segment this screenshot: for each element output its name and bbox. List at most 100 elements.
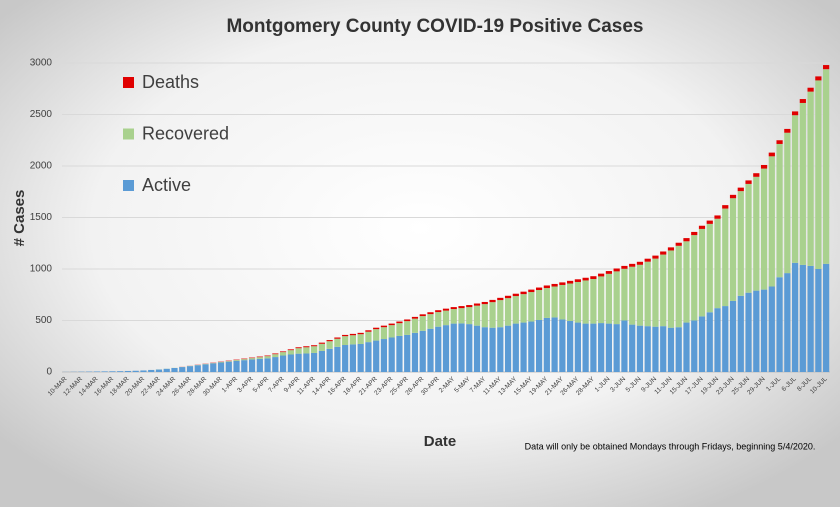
bar-segment: [807, 91, 814, 266]
bar-segment: [776, 140, 783, 144]
bar-segment: [388, 325, 395, 338]
bar-segment: [520, 294, 527, 323]
bar-segment: [225, 361, 232, 362]
bar-segment: [186, 366, 194, 372]
bar-segment: [357, 343, 364, 372]
bar-segment: [660, 254, 667, 327]
bar-segment: [768, 286, 775, 372]
bar-segment: [629, 263, 636, 267]
y-tick-label: 0: [46, 367, 52, 378]
bar-segment: [621, 265, 628, 269]
y-axis-label: # Cases: [11, 190, 28, 247]
bar-segment: [567, 283, 574, 322]
legend-swatch: [123, 180, 134, 191]
bar-segment: [605, 273, 613, 324]
bar-segment: [535, 287, 543, 291]
bar-segment: [241, 360, 248, 372]
bar-segment: [349, 344, 357, 372]
bar-segment: [458, 306, 465, 309]
bar-segment: [380, 325, 388, 328]
bar-segment: [706, 223, 713, 313]
bar-segment: [582, 277, 589, 281]
bar-segment: [667, 327, 675, 372]
bar-segment: [272, 354, 279, 358]
bar-segment: [823, 65, 830, 70]
bar-segment: [791, 115, 799, 263]
bar-segment: [373, 327, 380, 330]
bar-segment: [458, 308, 465, 324]
bar-segment: [675, 245, 682, 328]
bar-segment: [768, 156, 775, 287]
bar-segment: [691, 320, 698, 372]
bar-segment: [535, 319, 543, 372]
bar-segment: [815, 269, 822, 372]
bar-segment: [729, 300, 737, 372]
bar-segment: [784, 128, 791, 133]
bar-segment: [318, 350, 325, 372]
bar-segment: [233, 360, 240, 372]
bar-segment: [287, 354, 294, 372]
bar-segment: [729, 198, 737, 301]
bar-segment: [466, 305, 473, 308]
bar-segment: [435, 310, 442, 313]
bar-segment: [629, 266, 636, 325]
bar-segment: [365, 331, 372, 343]
bar-segment: [256, 357, 263, 359]
bar-segment: [264, 356, 271, 359]
bar-segment: [342, 334, 349, 337]
bar-segment: [528, 292, 535, 322]
bar-segment: [737, 187, 744, 192]
bar-segment: [404, 334, 411, 372]
bar-segment: [675, 327, 682, 372]
bar-segment: [652, 255, 659, 259]
bar-segment: [411, 332, 419, 372]
bar-segment: [667, 247, 675, 251]
bar-segment: [132, 370, 139, 372]
bar-segment: [140, 370, 147, 372]
bar-segment: [411, 318, 419, 333]
bar-segment: [559, 319, 566, 372]
bar-segment: [683, 238, 690, 242]
bar-segment: [799, 99, 806, 103]
y-tick-label: 2000: [30, 161, 53, 172]
bar-segment: [287, 350, 294, 355]
bar-segment: [807, 87, 814, 92]
bar-segment: [442, 325, 450, 372]
bar-segment: [202, 364, 209, 372]
bar-segment: [334, 346, 341, 372]
legend-swatch: [123, 128, 134, 140]
bar-segment: [380, 339, 388, 372]
bar-segment: [784, 132, 791, 274]
bar-segment: [295, 353, 302, 372]
bar-segment: [342, 336, 349, 346]
bar-segment: [349, 335, 357, 345]
bar-segment: [194, 365, 201, 372]
bar-segment: [691, 235, 698, 321]
bar-segment: [326, 348, 333, 372]
legend-label: Recovered: [142, 123, 229, 143]
bar-segment: [590, 323, 597, 372]
bar-segment: [241, 358, 248, 360]
y-tick-label: 500: [35, 315, 52, 326]
bar-segment: [512, 293, 519, 297]
bar-segment: [179, 367, 186, 372]
bar-segment: [698, 225, 706, 229]
bar-segment: [753, 176, 760, 291]
bar-segment: [574, 322, 581, 372]
bar-segment: [442, 308, 450, 311]
bar-segment: [248, 357, 256, 359]
bar-segment: [567, 321, 574, 372]
bar-segment: [559, 282, 566, 285]
bar-segment: [823, 69, 830, 264]
annotation: Data will only be obtained Mondays throu…: [525, 441, 816, 451]
bar-segment: [450, 309, 457, 324]
bar-segment: [683, 322, 690, 372]
bar-segment: [567, 280, 574, 284]
bar-segment: [489, 302, 496, 328]
bar-segment: [520, 291, 527, 295]
bar-segment: [489, 299, 496, 303]
bar-segment: [481, 327, 488, 372]
bar-segment: [528, 289, 535, 293]
bar-segment: [388, 323, 395, 326]
